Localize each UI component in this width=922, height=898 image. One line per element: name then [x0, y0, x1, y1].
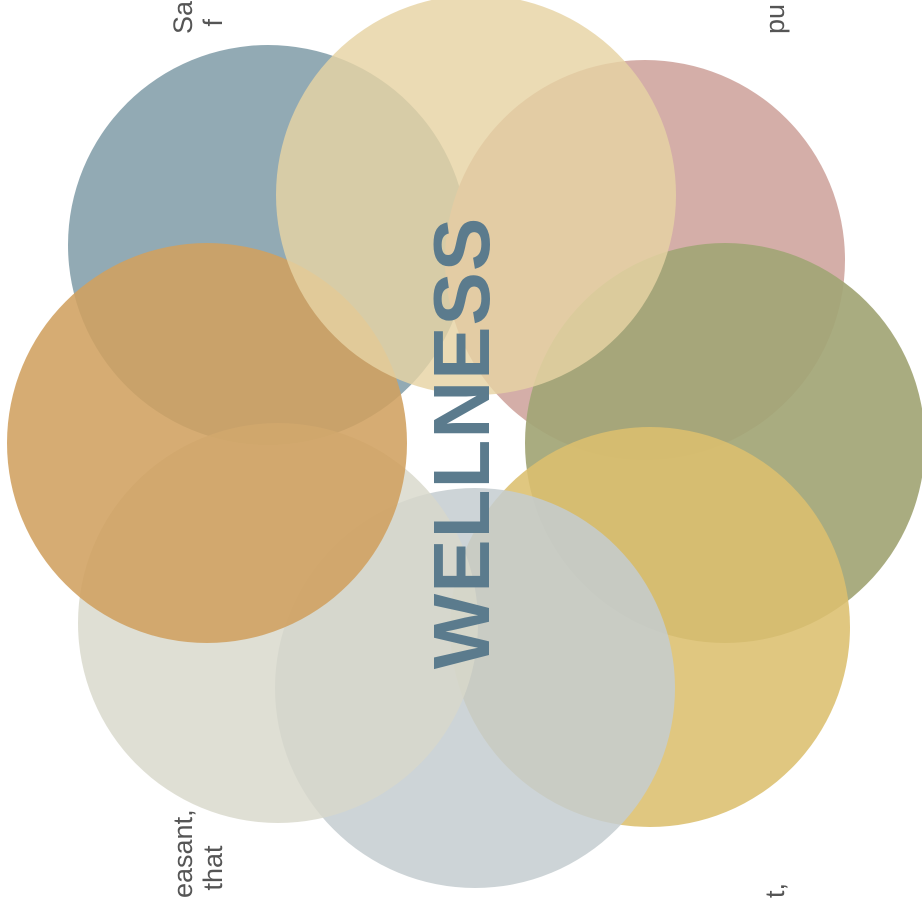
wellness-title: WELLNESS — [417, 216, 506, 670]
text-fragment-top-left: Sa f — [168, 0, 228, 34]
text-fragment-bottom-left: easant, that — [168, 809, 228, 898]
circle-cream — [276, 0, 676, 395]
text-fragment-bottom-right: t, — [760, 882, 790, 898]
circle-orange — [7, 243, 407, 643]
text-fragment-top-right: pu — [760, 3, 790, 34]
